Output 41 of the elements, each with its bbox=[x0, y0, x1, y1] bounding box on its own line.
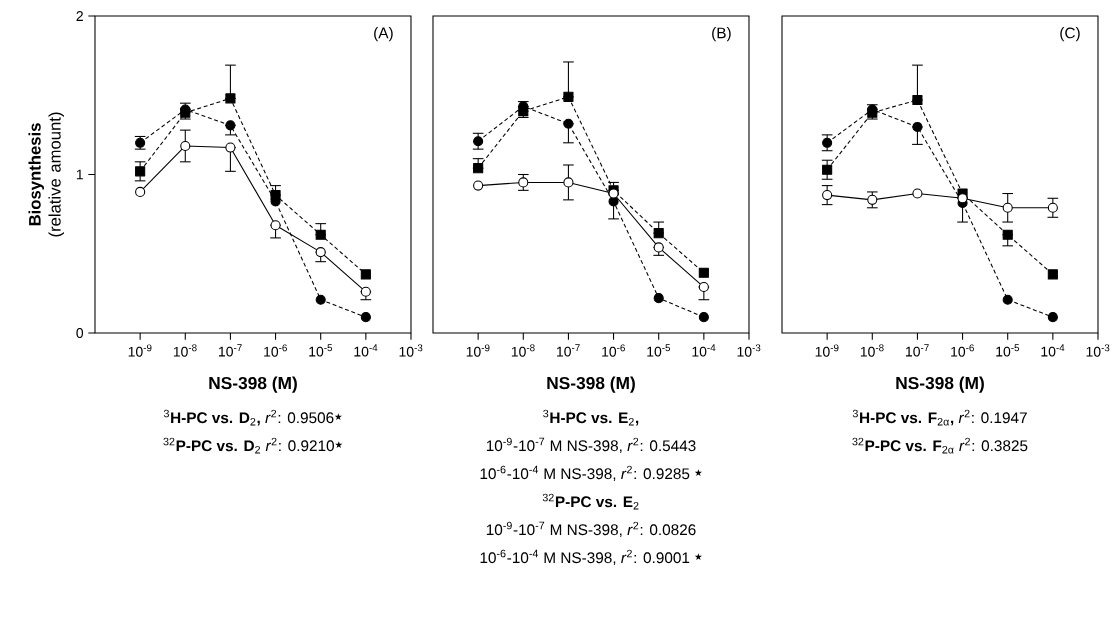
text: $^{32}$P-PC vs. E$_{2}$ bbox=[542, 493, 639, 510]
text: $^{3}$H-PC vs. F$_{2α}$, r$^{2}$: 0.1947 bbox=[852, 409, 1027, 426]
x-tick-label: 10$^{-9}$ bbox=[128, 344, 152, 357]
x-axis-title: NS-398 (M) bbox=[209, 376, 297, 393]
x-tick-label: 10$^{-7}$ bbox=[906, 344, 929, 357]
x-tick-label: 10$^{-5}$ bbox=[309, 344, 333, 357]
text: 10$^{-6}$-10$^{-4}$ M NS-398, r$^{2}$: 0.9001 $^{★}$ bbox=[480, 549, 702, 565]
x-tick-label: 10$^{-8}$ bbox=[511, 344, 535, 357]
x-tick-label: 10$^{-9}$ bbox=[466, 344, 490, 357]
x-tick-label: 10$^{-8}$ bbox=[860, 344, 884, 357]
x-tick-label: 10$^{-4}$ bbox=[692, 344, 716, 357]
text: $^{32}$P-PC vs. F$_{2α}$ r$^{2}$: 0.3825 bbox=[852, 437, 1028, 454]
y-tick-label: 1 bbox=[76, 169, 83, 180]
text: 10$^{-6}$-10$^{-4}$ M NS-398, r$^{2}$: 0.9285 $^{★}$ bbox=[480, 465, 702, 481]
x-tick-label: 10$^{-4}$ bbox=[1041, 344, 1065, 357]
x-tick-label: 10$^{-3}$ bbox=[737, 344, 761, 357]
y-axis-title: Biosynthesis (relative amount) bbox=[28, 112, 65, 237]
text: (A) bbox=[374, 27, 393, 42]
text: $^{3}$H-PC vs. D$_{2}$, r$^{2}$: 0.9506$^{★}$ bbox=[163, 409, 342, 426]
x-tick-label: 10$^{-6}$ bbox=[602, 344, 625, 357]
x-tick-label: 10$^{-5}$ bbox=[996, 344, 1020, 357]
x-tick-label: 10$^{-4}$ bbox=[354, 344, 378, 357]
x-tick-label: 10$^{-5}$ bbox=[647, 344, 671, 357]
text: (B) bbox=[712, 27, 731, 42]
x-tick-label: 10$^{-3}$ bbox=[1086, 344, 1110, 357]
x-tick-label: 10$^{-6}$ bbox=[951, 344, 974, 357]
x-axis-title: NS-398 (M) bbox=[547, 376, 635, 393]
x-tick-label: 10$^{-7}$ bbox=[219, 344, 242, 357]
text: 10$^{-9}$-10$^{-7}$ M NS-398, r$^{2}$: 0.0826 bbox=[486, 521, 696, 537]
text: $^{32}$P-PC vs. D$_{2}$ r$^{2}$: 0.9210$^{★}$ bbox=[163, 437, 343, 454]
x-tick-label: 10$^{-7}$ bbox=[557, 344, 580, 357]
x-tick-label: 10$^{-3}$ bbox=[399, 344, 423, 357]
x-tick-label: 10$^{-6}$ bbox=[264, 344, 287, 357]
text: $^{3}$H-PC vs. E$_{2}$, bbox=[543, 409, 639, 426]
x-axis-title: NS-398 (M) bbox=[896, 376, 984, 393]
y-tick-label: 0 bbox=[76, 328, 84, 338]
x-tick-label: 10$^{-8}$ bbox=[173, 344, 197, 357]
text: 10$^{-9}$-10$^{-7}$ M NS-398, r$^{2}$: 0.5443 bbox=[486, 437, 696, 453]
text: (C) bbox=[1060, 27, 1080, 42]
y-tick-label: 2 bbox=[76, 11, 83, 21]
x-tick-label: 10$^{-9}$ bbox=[815, 344, 839, 357]
